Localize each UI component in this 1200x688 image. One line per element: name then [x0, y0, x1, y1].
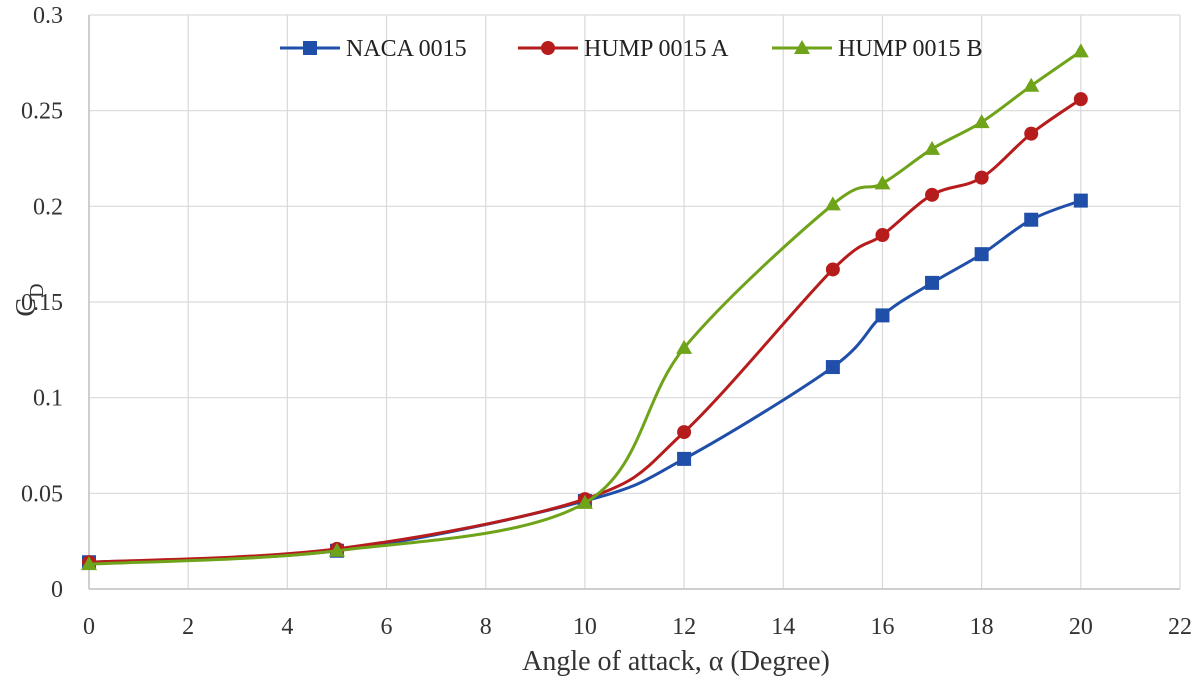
data-point-hump-0015-b [874, 175, 891, 190]
data-point-hump-0015-b [576, 494, 593, 509]
legend-label-hump-0015-b: HUMP 0015 B [838, 36, 982, 62]
x-tick-label: 8 [480, 614, 492, 640]
y-tick-label: 0 [51, 577, 63, 603]
data-point-hump-0015-a [1073, 92, 1088, 107]
data-point-naca-0015 [825, 360, 840, 375]
x-tick-label: 10 [573, 614, 597, 640]
y-tick-label: 0.05 [21, 481, 63, 507]
data-point-hump-0015-a [825, 262, 840, 277]
legend-item-hump-0015-a: HUMP 0015 A [518, 36, 729, 62]
x-axis-title: Angle of attack, α (Degree) [522, 646, 830, 677]
data-point-naca-0015 [1073, 193, 1088, 208]
data-point-hump-0015-b [924, 140, 941, 155]
x-tick-label: 14 [771, 614, 795, 640]
y-axis-title-main: C [11, 298, 42, 317]
y-tick-label: 0.15 [21, 290, 63, 316]
y-tick-label: 0.2 [33, 194, 63, 220]
data-point-hump-0015-a [875, 228, 890, 243]
axes: 0 2 4 6 8 10 12 14 16 18 20 22 0 0.05 0.1 0.15 0.2 0.25 0.… [21, 3, 1192, 640]
data-point-naca-0015 [974, 247, 989, 262]
x-tick-label: 22 [1168, 614, 1192, 640]
data-point-naca-0015 [925, 275, 940, 290]
series-hump-0015-a [82, 92, 1088, 570]
data-point-hump-0015-a [677, 425, 692, 440]
grid [89, 14, 1181, 589]
legend-item-naca-0015: NACA 0015 [280, 36, 467, 62]
series-group [81, 43, 1089, 571]
data-point-hump-0015-a [925, 187, 940, 202]
data-point-naca-0015 [875, 308, 890, 323]
data-point-hump-0015-b [824, 196, 841, 211]
series-hump-0015-b [81, 43, 1089, 571]
data-point-naca-0015 [677, 451, 692, 466]
x-tick-label: 16 [870, 614, 894, 640]
x-tick-label: 20 [1069, 614, 1093, 640]
x-tick-label: 12 [672, 614, 696, 640]
x-tick-label: 2 [182, 614, 194, 640]
y-axis-title-subscript: D [26, 283, 48, 297]
legend-label-naca-0015: NACA 0015 [346, 36, 467, 62]
legend-marker-naca-0015 [303, 41, 317, 55]
x-tick-label: 18 [970, 614, 994, 640]
x-tick-label: 6 [381, 614, 393, 640]
x-tick-label: 4 [281, 614, 293, 640]
data-point-hump-0015-b [81, 556, 97, 571]
data-point-hump-0015-a [1024, 126, 1039, 141]
data-point-hump-0015-b [676, 339, 693, 354]
data-point-hump-0015-b [328, 542, 345, 557]
data-point-hump-0015-b [1023, 77, 1040, 92]
data-point-hump-0015-a [974, 170, 989, 185]
data-point-hump-0015-b [1072, 43, 1089, 58]
legend-label-hump-0015-a: HUMP 0015 A [584, 36, 729, 62]
y-tick-label: 0.25 [21, 99, 63, 125]
data-point-hump-0015-b [973, 114, 990, 129]
y-axis-title: CD [11, 283, 48, 316]
y-tick-label: 0.3 [33, 3, 63, 29]
legend-marker-hump-0015-b [794, 40, 810, 54]
legend: NACA 0015 HUMP 0015 A HUMP 0015 B [280, 36, 982, 62]
legend-item-hump-0015-b: HUMP 0015 B [772, 36, 982, 62]
x-tick-label: 0 [83, 614, 95, 640]
data-point-naca-0015 [1024, 212, 1039, 227]
legend-marker-hump-0015-a [541, 41, 555, 55]
y-tick-label: 0.1 [33, 386, 63, 412]
